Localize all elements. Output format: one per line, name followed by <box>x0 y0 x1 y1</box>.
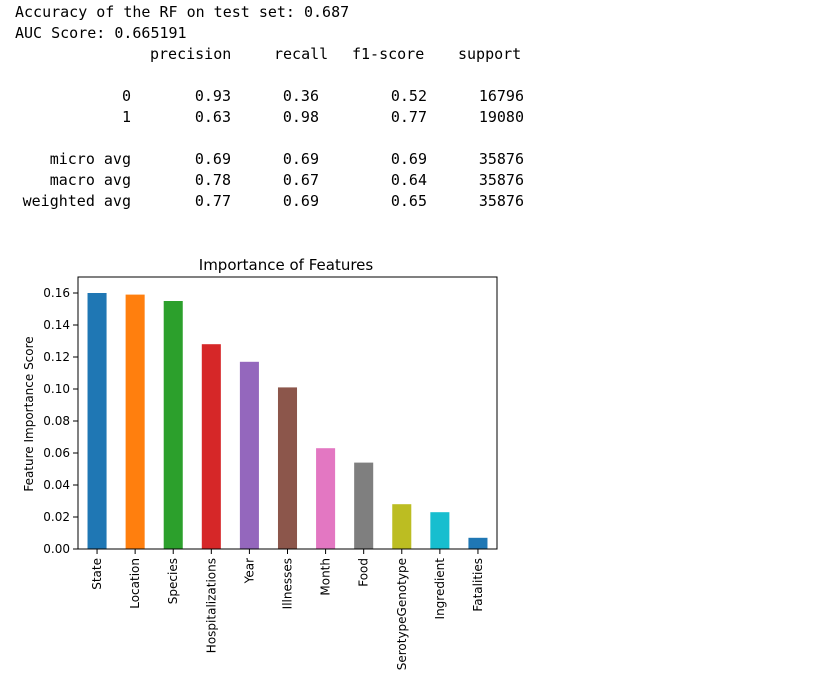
report-cell: 35876 <box>478 171 524 189</box>
bar-fatalities <box>468 537 488 549</box>
report-cell: 0.77 <box>194 192 231 210</box>
y-tick-label: 0.04 <box>43 478 70 492</box>
bar-year <box>239 361 259 549</box>
x-tick-label: Ingredient <box>433 558 447 620</box>
report-cell: 0.64 <box>390 171 427 189</box>
chart-title: Importance of Features <box>199 256 374 274</box>
y-tick-label: 0.12 <box>43 350 70 364</box>
report-row: 0 0.93 0.36 0.52 16796 <box>15 86 524 107</box>
y-tick-label: 0.14 <box>43 318 70 332</box>
report-cell: 0.77 <box>390 108 427 126</box>
report-cell: 0.67 <box>282 171 319 189</box>
header-precision: precision <box>150 45 232 63</box>
report-row-label: macro avg <box>49 171 131 189</box>
plot-frame <box>77 276 498 550</box>
header-recall: recall <box>274 45 329 63</box>
report-row-label: 1 <box>121 108 131 126</box>
bar-serotypegenotype <box>392 504 412 549</box>
report-cell: 35876 <box>478 150 524 168</box>
report-cell: 0.63 <box>194 108 231 126</box>
bar-illnesses <box>277 387 298 549</box>
y-tick-label: 0.02 <box>43 510 70 524</box>
bar-species <box>163 301 183 549</box>
bar-food <box>354 462 374 549</box>
feature-importance-chart: Importance of Features Feature Importanc… <box>0 245 520 685</box>
bar-state <box>87 293 107 549</box>
chart-svg: Importance of Features Feature Importanc… <box>22 256 498 670</box>
report-cell: 16796 <box>478 87 524 105</box>
x-tick-label: Location <box>128 558 142 609</box>
report-row-label: weighted avg <box>22 192 131 210</box>
bar-month <box>316 448 336 549</box>
x-tick-label: Year <box>242 558 256 584</box>
x-axis: State Location Species Hospitalizations Year… <box>90 549 485 670</box>
report-cell: 0.69 <box>282 150 319 168</box>
report-blank-row <box>15 128 51 149</box>
y-axis-label: Feature Importance Score <box>22 336 36 491</box>
auc-output: AUC Score: 0.665191 <box>15 24 187 42</box>
x-tick-label: State <box>90 558 104 590</box>
x-tick-label: Hospitalizations <box>204 558 218 653</box>
y-tick-label: 0.00 <box>43 542 70 556</box>
y-axis: 0.00 0.02 0.04 0.06 0.08 0.10 0.12 0.14 0.16 <box>43 286 78 556</box>
report-cell: 0.69 <box>194 150 231 168</box>
report-header-row: precision recall f1-score support <box>15 44 521 65</box>
y-tick-label: 0.06 <box>43 446 70 460</box>
report-row-label: micro avg <box>49 150 131 168</box>
report-blank-row <box>15 65 51 86</box>
x-tick-label: Fatalities <box>471 558 485 612</box>
bars <box>87 293 488 549</box>
report-cell: 0.36 <box>282 87 319 105</box>
bar-hospitalizations <box>201 344 221 549</box>
report-body: 0 0.93 0.36 0.52 16796 1 0.63 0.98 0.77 19080 micr… <box>15 86 524 212</box>
report-row: micro avg 0.69 0.69 0.69 35876 <box>15 149 524 170</box>
report-cell: 0.69 <box>282 192 319 210</box>
report-cell: 0.98 <box>282 108 319 126</box>
y-tick-label: 0.10 <box>43 382 70 396</box>
header-support: support <box>458 45 522 63</box>
accuracy-output: Accuracy of the RF on test set: 0.687 <box>15 3 350 21</box>
report-cell: 0.78 <box>194 171 231 189</box>
report-row: macro avg 0.78 0.67 0.64 35876 <box>15 170 524 191</box>
classification-report: precision recall f1-score support 0 0.93 0… <box>15 44 524 212</box>
x-tick-label: Illnesses <box>281 558 295 609</box>
report-cell: 0.93 <box>194 87 231 105</box>
report-cell: 0.52 <box>390 87 427 105</box>
x-tick-label: Month <box>319 558 333 596</box>
x-tick-label: Species <box>166 558 180 604</box>
y-tick-label: 0.16 <box>43 286 70 300</box>
report-row-label: 0 <box>121 87 131 105</box>
bar-location <box>125 294 145 549</box>
report-cell: 0.65 <box>390 192 427 210</box>
x-tick-label: SerotypeGenotype <box>395 558 409 670</box>
report-cell: 19080 <box>478 108 524 126</box>
report-cell: 0.69 <box>390 150 427 168</box>
report-row: 1 0.63 0.98 0.77 19080 <box>15 107 524 128</box>
report-row: weighted avg 0.77 0.69 0.65 35876 <box>15 191 524 212</box>
bar-ingredient <box>430 512 450 549</box>
header-f1-score: f1-score <box>352 45 425 63</box>
y-tick-label: 0.08 <box>43 414 70 428</box>
x-tick-label: Food <box>357 558 371 587</box>
report-cell: 35876 <box>478 192 524 210</box>
